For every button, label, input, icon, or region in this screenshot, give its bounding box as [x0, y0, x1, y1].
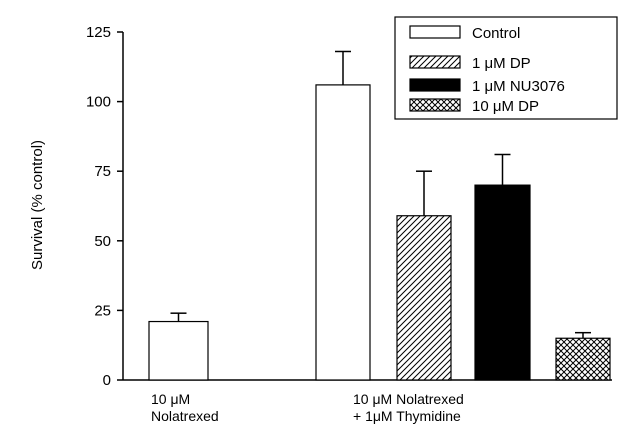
- y-tick-label: 25: [94, 302, 111, 319]
- bars: [148, 84, 611, 381]
- y-axis-label: Survival (% control): [29, 140, 46, 270]
- bar-crosshatch-group2: [555, 337, 611, 381]
- y-ticks: 0 25 50 75 100 125: [86, 24, 123, 389]
- legend-label-nu3076: 1 μM NU3076: [472, 78, 565, 95]
- error-bars: [170, 50, 591, 339]
- legend-label-dp1: 1 μM DP: [472, 55, 531, 72]
- bar-solid-group2: [474, 184, 531, 381]
- group-label-1-line1: 10 μM: [151, 391, 190, 407]
- legend-swatch-nu3076: [409, 78, 461, 92]
- legend-swatch-dp10: [409, 98, 461, 112]
- legend-label-dp10: 10 μM DP: [472, 98, 539, 115]
- bar-hatched-group2: [396, 215, 452, 381]
- group-labels: 10 μM Nolatrexed 10 μM Nolatrexed + 1μM …: [151, 391, 464, 424]
- group-label-2-line1: 10 μM Nolatrexed: [353, 391, 464, 407]
- y-tick-label: 125: [86, 24, 111, 41]
- bar-open-group2: [315, 84, 371, 381]
- group-label-1-line2: Nolatrexed: [151, 408, 219, 424]
- bar-open-group1: [148, 320, 209, 381]
- y-tick-label: 0: [103, 372, 111, 389]
- y-tick-label: 75: [94, 163, 111, 180]
- legend-swatch-dp1: [409, 55, 461, 69]
- y-tick-label: 50: [94, 233, 111, 250]
- group-label-2-line2: + 1μM Thymidine: [353, 408, 461, 424]
- legend: Control 1 μM DP 1 μM NU3076 10 μM DP: [394, 16, 618, 120]
- legend-swatch-control: [409, 25, 461, 39]
- y-tick-label: 100: [86, 94, 111, 111]
- legend-label-control: Control: [472, 25, 520, 42]
